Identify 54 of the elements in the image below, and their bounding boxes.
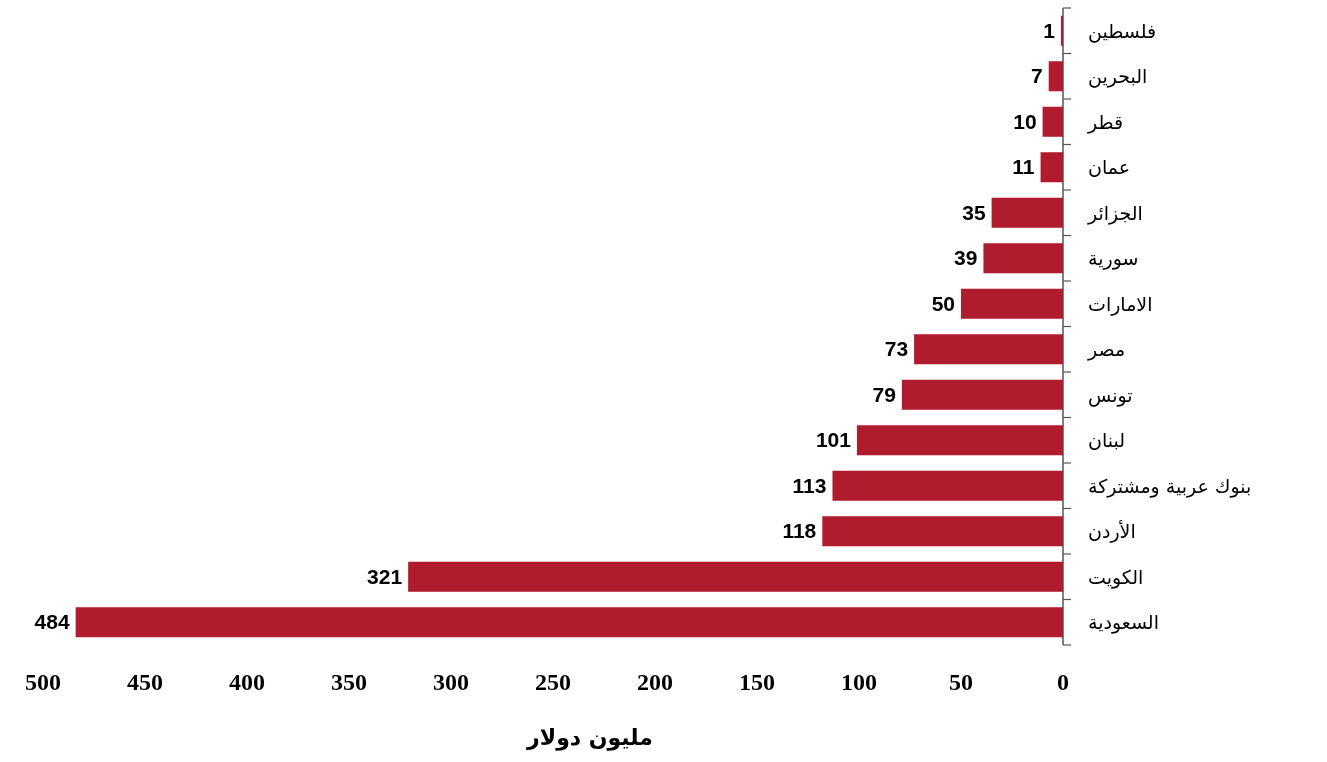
bar [991,197,1063,228]
y-tick-label: سورية [1088,247,1139,271]
y-tick-label: الامارات [1088,292,1153,316]
data-label: 73 [884,337,909,361]
y-tick-label: الكويت [1088,565,1144,589]
data-label: 10 [1013,109,1037,133]
bar [914,334,1063,365]
data-label: 7 [1031,64,1043,88]
x-tick-label: 450 [127,669,163,695]
y-tick-label: الأردن [1088,520,1136,544]
y-tick-label: تونس [1088,383,1133,407]
x-tick-label: 200 [637,669,673,695]
bar [408,561,1063,592]
x-tick-label: 400 [229,669,265,695]
data-label: 321 [367,564,403,588]
bar [901,379,1063,410]
x-tick-label: 500 [25,669,61,695]
data-label: 113 [792,473,827,497]
bar [983,243,1063,274]
bar [822,516,1063,547]
x-tick-label: 0 [1057,669,1069,695]
x-tick-label: 50 [949,669,973,695]
data-label: 39 [954,246,978,270]
y-tick-label: مصر [1087,338,1126,362]
bar [1042,106,1063,137]
data-label: 79 [872,382,896,406]
bar [832,470,1063,501]
y-tick-label: فلسطين [1088,19,1157,43]
y-tick-label: السعودية [1088,611,1159,635]
data-label: 101 [815,428,852,452]
y-tick-label: قطر [1087,110,1124,134]
y-tick-label: البحرين [1088,65,1148,89]
data-label: 50 [931,291,955,315]
data-label: 35 [962,200,986,224]
y-tick-label: لبنان [1088,429,1125,452]
x-tick-label: 300 [433,669,469,695]
x-tick-label: 350 [331,669,367,695]
y-tick-label: الجزائر [1087,201,1143,225]
bar [1060,15,1063,46]
bar [961,288,1063,319]
bar [1048,61,1063,92]
bar [75,607,1063,638]
data-label: 11 [1012,155,1035,179]
x-tick-label: 100 [841,669,877,695]
y-tick-label: عمان [1088,156,1131,179]
data-label: 484 [34,610,70,634]
x-tick-label: 250 [535,669,571,695]
x-axis-title: مليون دولار [526,725,653,751]
bar [1040,152,1063,183]
bar [856,425,1063,456]
data-label: 118 [782,519,817,543]
x-tick-label: 150 [739,669,775,695]
data-label: 1 [1043,18,1056,42]
y-tick-label: بنوك عربية ومشتركة [1088,474,1252,498]
